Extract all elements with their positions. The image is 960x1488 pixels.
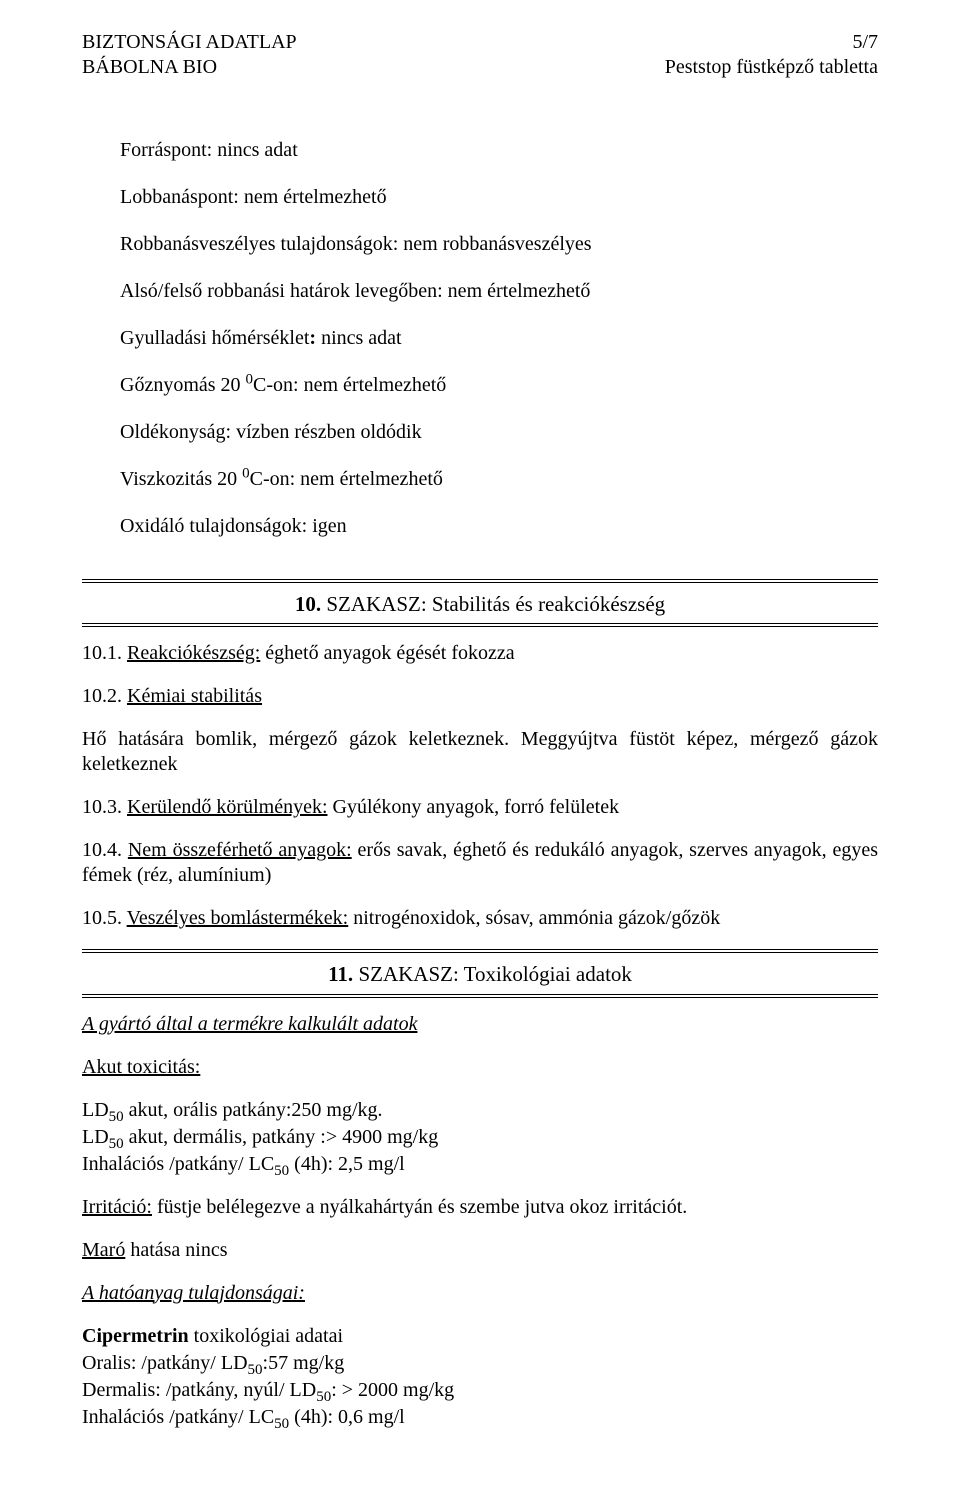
- maro-label: Maró: [82, 1239, 125, 1261]
- manufacturer-data: A gyártó által a termékre kalkulált adat…: [82, 1012, 878, 1037]
- prop-lobbanaspont: Lobbanáspont: nem értelmezhető: [120, 185, 878, 210]
- s10-2-num: 10.2.: [82, 685, 127, 707]
- product-name: Peststop füstképző tabletta: [665, 55, 878, 80]
- prop-robbanas: Robbanásveszélyes tulajdonságok: nem rob…: [120, 232, 878, 257]
- section-10-1: 10.1. Reakciókészség: éghető anyagok égé…: [82, 641, 878, 666]
- inhal2-pre: Inhalációs /patkány/ LC: [82, 1406, 274, 1428]
- ld50-oral-post: akut, orális patkány:250 mg/kg.: [124, 1099, 383, 1121]
- s10-5-rest: nitrogénoxidok, sósav, ammónia gázok/gőz…: [348, 907, 720, 929]
- prop-also-felso: Alsó/felső robbanási határok levegőben: …: [120, 279, 878, 304]
- s10-2-label: Kémiai stabilitás: [127, 685, 262, 707]
- cipermetrin-name: Cipermetrin: [82, 1325, 189, 1347]
- akut-tox: Akut toxicitás:: [82, 1055, 878, 1080]
- section-11-num: 11.: [328, 962, 353, 986]
- oralis-post: :57 mg/kg: [263, 1352, 345, 1374]
- prop-goznyomas-pre: Gőznyomás 20: [120, 374, 246, 396]
- section-10-2: 10.2. Kémiai stabilitás: [82, 684, 878, 709]
- properties-block: Forráspont: nincs adat Lobbanáspont: nem…: [120, 138, 878, 539]
- hatoanyag-label: A hatóanyag tulajdonságai:: [82, 1282, 305, 1304]
- prop-goznyomas: Gőznyomás 20 0C-on: nem értelmezhető: [120, 373, 878, 398]
- s10-1-num: 10.1.: [82, 642, 127, 664]
- sub50-3: 50: [274, 1163, 289, 1179]
- manufacturer-label: A gyártó által a termékre kalkulált adat…: [82, 1013, 418, 1035]
- s10-1-label: Reakciókészség:: [127, 642, 260, 664]
- inhal1-post: (4h): 2,5 mg/l: [289, 1153, 405, 1175]
- s10-4-num: 10.4.: [82, 839, 128, 861]
- section-11-text: SZAKASZ: Toxikológiai adatok: [353, 962, 632, 986]
- divider-10-bottom: [82, 623, 878, 627]
- sup-zero-2: 0: [242, 465, 250, 481]
- section-10-num: 10.: [295, 592, 321, 616]
- ld50-derm-post: akut, dermális, patkány :> 4900 mg/kg: [124, 1126, 439, 1148]
- prop-goznyomas-post: C-on: nem értelmezhető: [253, 374, 446, 396]
- irritacio: Irritáció: füstje belélegezve a nyálkahá…: [82, 1195, 878, 1220]
- cipermetrin-rest: toxikológiai adatai: [189, 1325, 343, 1347]
- s10-3-num: 10.3.: [82, 796, 127, 818]
- sub50-2: 50: [109, 1136, 124, 1152]
- prop-viszkozitas: Viszkozitás 20 0C-on: nem értelmezhető: [120, 467, 878, 492]
- sub50-4: 50: [248, 1362, 263, 1378]
- sub50-6: 50: [274, 1416, 289, 1432]
- section-10-5: 10.5. Veszélyes bomlástermékek: nitrogén…: [82, 906, 878, 931]
- irritacio-rest: füstje belélegezve a nyálkahártyán és sz…: [152, 1196, 687, 1218]
- s10-3-rest: Gyúlékony anyagok, forró felületek: [328, 796, 620, 818]
- ld50-group: LD50 akut, orális patkány:250 mg/kg. LD5…: [82, 1098, 878, 1177]
- doc-title: BIZTONSÁGI ADATLAP: [82, 30, 297, 55]
- company-name: BÁBOLNA BIO: [82, 55, 297, 80]
- header-right-block: 5/7 Peststop füstképző tabletta: [665, 30, 878, 80]
- sub50-5: 50: [316, 1389, 331, 1405]
- page-header: BIZTONSÁGI ADATLAP BÁBOLNA BIO 5/7 Pests…: [82, 30, 878, 80]
- prop-gyulladasi-pre: Gyulladási hőmérséklet: [120, 327, 309, 349]
- divider-11-top: [82, 949, 878, 953]
- ld50-dermal: LD50 akut, dermális, patkány :> 4900 mg/…: [82, 1125, 878, 1150]
- header-left-block: BIZTONSÁGI ADATLAP BÁBOLNA BIO: [82, 30, 297, 80]
- inhal2-post: (4h): 0,6 mg/l: [289, 1406, 405, 1428]
- page-number: 5/7: [665, 30, 878, 55]
- section-10-title: 10. SZAKASZ: Stabilitás és reakciókészsé…: [82, 591, 878, 617]
- oralis-pre: Oralis: /patkány/ LD: [82, 1352, 248, 1374]
- dermalis-line: Dermalis: /patkány, nyúl/ LD50: > 2000 m…: [82, 1378, 878, 1403]
- irritacio-label: Irritáció:: [82, 1196, 152, 1218]
- cipermetrin-line: Cipermetrin toxikológiai adatai: [82, 1324, 878, 1349]
- dermalis-post: : > 2000 mg/kg: [331, 1379, 454, 1401]
- section-10-4: 10.4. Nem összeférhető anyagok: erős sav…: [82, 838, 878, 888]
- inhal1-pre: Inhalációs /patkány/ LC: [82, 1153, 274, 1175]
- section-10-3: 10.3. Kerülendő körülmények: Gyúlékony a…: [82, 795, 878, 820]
- akut-label: Akut toxicitás:: [82, 1056, 200, 1078]
- sub50-1: 50: [109, 1109, 124, 1125]
- inhal-2: Inhalációs /patkány/ LC50 (4h): 0,6 mg/l: [82, 1405, 878, 1430]
- ld50-derm-pre: LD: [82, 1126, 109, 1148]
- ld50-oral-pre: LD: [82, 1099, 109, 1121]
- prop-oldekonysag: Oldékonyság: vízben részben oldódik: [120, 420, 878, 445]
- maro: Maró hatása nincs: [82, 1238, 878, 1263]
- divider-10-top: [82, 579, 878, 583]
- s10-4-label: Nem összeférhető anyagok:: [128, 839, 352, 861]
- section-10-text: SZAKASZ: Stabilitás és reakciókészség: [321, 592, 665, 616]
- prop-gyulladasi-post: nincs adat: [316, 327, 402, 349]
- maro-rest: hatása nincs: [125, 1239, 227, 1261]
- s10-5-label: Veszélyes bomlástermékek:: [127, 907, 349, 929]
- document-page: BIZTONSÁGI ADATLAP BÁBOLNA BIO 5/7 Pests…: [0, 0, 960, 1488]
- oralis-line: Oralis: /patkány/ LD50:57 mg/kg: [82, 1351, 878, 1376]
- s10-1-rest: éghető anyagok égését fokozza: [260, 642, 514, 664]
- prop-forraspont: Forráspont: nincs adat: [120, 138, 878, 163]
- sup-zero: 0: [246, 371, 254, 387]
- ld50-oral: LD50 akut, orális patkány:250 mg/kg.: [82, 1098, 878, 1123]
- s10-3-label: Kerülendő körülmények:: [127, 796, 328, 818]
- divider-11-bottom: [82, 994, 878, 998]
- section-11-title: 11. SZAKASZ: Toxikológiai adatok: [82, 961, 878, 987]
- prop-gyulladasi: Gyulladási hőmérséklet: nincs adat: [120, 326, 878, 351]
- inhal-1: Inhalációs /patkány/ LC50 (4h): 2,5 mg/l: [82, 1152, 878, 1177]
- dermalis-pre: Dermalis: /patkány, nyúl/ LD: [82, 1379, 316, 1401]
- section-10-2-body: Hő hatására bomlik, mérgező gázok keletk…: [82, 727, 878, 777]
- prop-viszkozitas-post: C-on: nem értelmezhető: [250, 468, 443, 490]
- cipermetrin-group: Cipermetrin toxikológiai adatai Oralis: …: [82, 1324, 878, 1430]
- hatoanyag: A hatóanyag tulajdonságai:: [82, 1281, 878, 1306]
- s10-5-num: 10.5.: [82, 907, 127, 929]
- prop-viszkozitas-pre: Viszkozitás 20: [120, 468, 242, 490]
- prop-oxidalo: Oxidáló tulajdonságok: igen: [120, 514, 878, 539]
